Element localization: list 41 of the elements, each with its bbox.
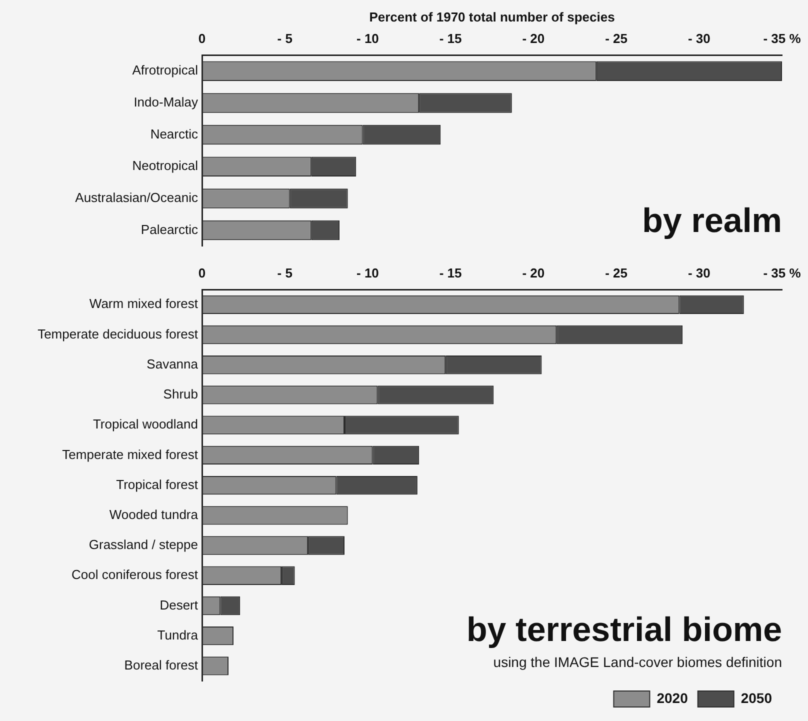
y-tick-label: Wooded tundra: [109, 506, 199, 522]
y-tick-label: Tundra: [157, 627, 199, 642]
y-tick-label: Temperate mixed forest: [62, 446, 198, 462]
x-tick-label: - 5: [277, 265, 292, 280]
y-tick-label: Grassland / steppe: [88, 537, 198, 552]
y-tick-label: Neotropical: [132, 158, 198, 174]
x-tick-label: - 25: [605, 265, 628, 280]
y-tick-label: Temperate deciduous forest: [38, 326, 198, 342]
x-tick-label: - 30: [688, 265, 710, 280]
legend-label: 2050: [740, 690, 772, 706]
y-tick-label: Boreal forest: [124, 658, 198, 673]
x-tick-label: - 30: [688, 30, 710, 46]
y-tick-label: Shrub: [163, 386, 198, 402]
x-tick-label: - 20: [522, 265, 545, 280]
x-tick-label: - 15: [439, 30, 462, 46]
annotation: by realm: [642, 202, 782, 240]
y-tick-label: Cool coniferous forest: [72, 567, 198, 582]
y-tick-label: Afrotropical: [132, 62, 198, 78]
x-tick-label: - 10: [356, 30, 379, 46]
y-tick-label: Tropical forest: [116, 476, 198, 492]
x-tick-label: - 35 %: [763, 30, 802, 46]
x-tick-label: - 10: [356, 265, 379, 280]
annotation: by terrestrial biome: [466, 611, 782, 649]
x-tick-label: - 15: [439, 265, 462, 280]
x-tick-label: - 20: [522, 30, 545, 46]
y-tick-label: Tropical woodland: [92, 416, 198, 432]
x-tick-label: 0: [198, 265, 206, 280]
x-tick-label: - 35 %: [763, 265, 802, 280]
x-tick-label: - 5: [277, 30, 292, 46]
x-tick-label: - 25: [605, 30, 628, 46]
y-tick-label: Australasian/Oceanic: [75, 190, 198, 206]
x-tick-label: 0: [198, 30, 206, 46]
x-axis-title: Percent of 1970 total number of species: [369, 9, 615, 24]
y-tick-label: Warm mixed forest: [89, 296, 198, 312]
y-tick-label: Palearctic: [140, 222, 198, 237]
y-tick-label: Nearctic: [150, 126, 198, 142]
annotation: using the IMAGE Land-cover biomes definition: [493, 654, 782, 670]
y-tick-label: Desert: [160, 597, 198, 612]
legend-label: 2020: [656, 690, 688, 706]
y-tick-label: Indo-Malay: [134, 94, 198, 110]
y-tick-label: Savanna: [146, 356, 199, 372]
